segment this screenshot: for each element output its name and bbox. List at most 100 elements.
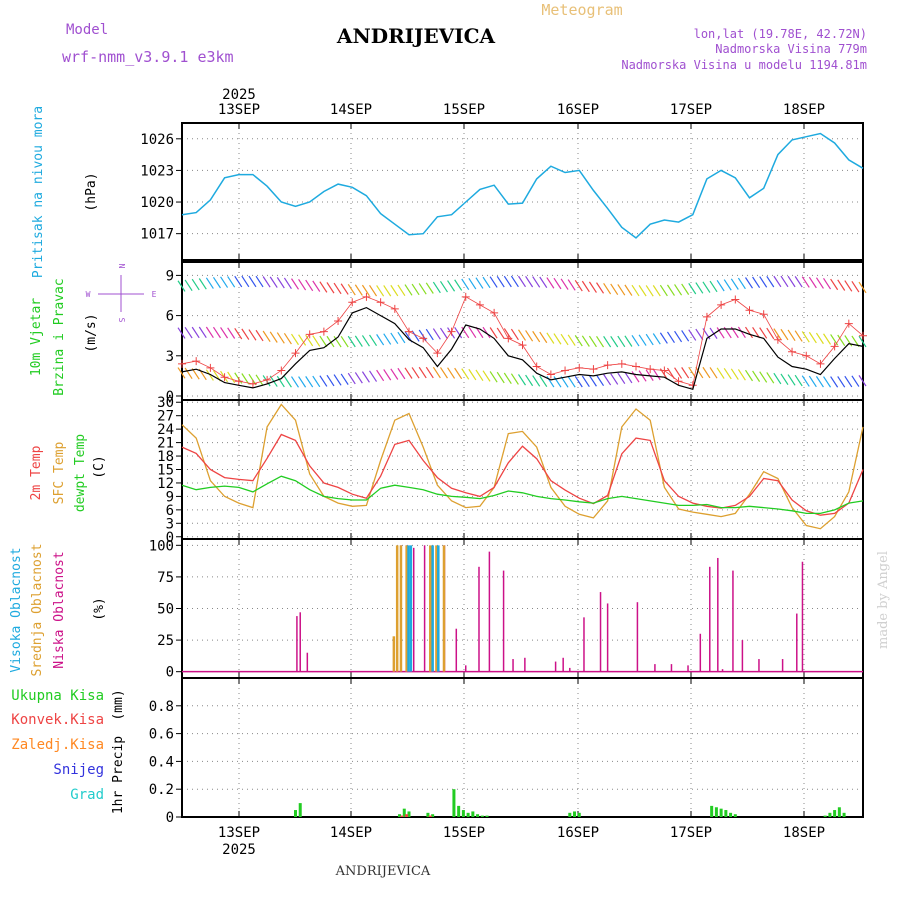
legend-snow: Snijeg [53, 762, 104, 778]
wind-barb [369, 285, 378, 297]
wind-barb [432, 281, 441, 294]
wind-barb [560, 278, 569, 290]
wind-barb [354, 335, 363, 347]
wind-barb [354, 372, 363, 384]
wind-barb [780, 373, 789, 385]
wind-barb [567, 376, 576, 388]
y-tick-label: 0.2 [149, 782, 174, 798]
wind-barb [695, 282, 704, 294]
wind-barb [780, 275, 789, 288]
precip-bar [480, 815, 484, 817]
wind-barb [801, 331, 810, 343]
wind-barb [581, 375, 590, 388]
wind-barb [227, 276, 236, 288]
wind-barb [752, 276, 761, 289]
y-tick-label: 0 [166, 810, 174, 826]
wind-barb [596, 374, 605, 387]
bottom-date-label: 17SEP [670, 825, 712, 841]
wind-barb [312, 375, 321, 388]
wind-barb [787, 374, 796, 386]
wind-barb [425, 366, 434, 379]
wind-barb [532, 330, 541, 343]
wind-barb [830, 278, 839, 291]
wind-barb [234, 327, 243, 340]
wind-barb [319, 335, 328, 348]
wind-barb [326, 282, 335, 294]
bottom-year-label: 2025 [222, 842, 256, 858]
wind-barb [184, 367, 193, 380]
y-tick-label: 1017 [140, 227, 174, 243]
bottom-date-label: 18SEP [783, 825, 825, 841]
wind-barb [815, 376, 824, 388]
wind-barb [503, 372, 512, 385]
precip-bar [428, 815, 432, 817]
wind-barb [674, 284, 683, 296]
wind-barb [723, 279, 732, 291]
y-tick-label: 21 [157, 436, 174, 452]
wind-barb [695, 366, 704, 379]
wind-barb [475, 277, 484, 289]
precip-bar [426, 812, 430, 817]
wind-barb [298, 334, 307, 346]
wind-barb [596, 282, 605, 294]
wind-barb [376, 334, 385, 346]
wind-barb [716, 367, 725, 379]
wind-barb [177, 367, 186, 379]
wind-barb [354, 284, 363, 296]
wind-barb [255, 275, 264, 288]
wind-barb [645, 285, 654, 297]
wind-barb [461, 278, 470, 291]
wind-barb [525, 330, 534, 342]
wind-barb [227, 327, 236, 339]
wind-barb [248, 275, 257, 288]
wind-barb [205, 326, 214, 339]
wind-barb [588, 281, 597, 293]
precip-bar [568, 812, 572, 817]
wind-barb [716, 279, 725, 292]
wind-barb [241, 275, 250, 288]
wind-barb [212, 326, 221, 339]
wind-barb [716, 327, 725, 339]
y-tick-label: 0.8 [149, 699, 174, 715]
wind-barb [397, 284, 406, 297]
wind-barb [794, 330, 803, 342]
wind-barb [468, 277, 477, 290]
wind-barb [638, 334, 647, 346]
wind-barb [766, 372, 775, 384]
wind-barb [510, 275, 519, 288]
top-date-labels: 13SEP 14SEP 15SEP 16SEP 17SEP 18SEP [218, 102, 825, 118]
top-date-label: 15SEP [443, 102, 485, 118]
wind-barb [851, 281, 860, 293]
wind-barb [305, 376, 314, 388]
footer-location: ANDRIJEVICA [335, 864, 431, 879]
wind-barb [808, 276, 817, 289]
wind-barb [596, 335, 605, 348]
wind-barb [517, 329, 527, 341]
wind-barb [759, 276, 768, 288]
wind-barb [347, 335, 356, 348]
precip-bar [405, 814, 409, 817]
y-tick-label: 15 [157, 463, 174, 479]
wind-barb [489, 371, 498, 383]
precip-bar [710, 805, 714, 817]
precip-bar [400, 815, 404, 817]
panel-wind: 0 3 6 9 [166, 261, 867, 405]
wind-barb [652, 285, 661, 297]
precip-bar [724, 810, 728, 817]
wind-barb [454, 367, 463, 380]
y-tick-label: 3 [166, 516, 174, 532]
wind-barb [205, 369, 214, 381]
wind-barb [361, 371, 370, 383]
wind-barb [489, 276, 498, 288]
cloud-ylabel: Visoka Oblacnost [9, 547, 24, 672]
wind-barb [617, 284, 626, 296]
precip-ylabel: 1hr Precip [111, 736, 126, 814]
wind-barb [624, 371, 633, 384]
wind-barb [730, 278, 739, 290]
wind-barb [191, 326, 200, 339]
legend-total-rain: Ukupna Kisa [11, 688, 104, 704]
wind-barb [205, 277, 214, 289]
lonlat-label: lon,lat (19.78E, 42.72N) [694, 27, 867, 41]
wind-barb [482, 370, 491, 382]
pressure-unit: (hPa) [84, 172, 99, 211]
